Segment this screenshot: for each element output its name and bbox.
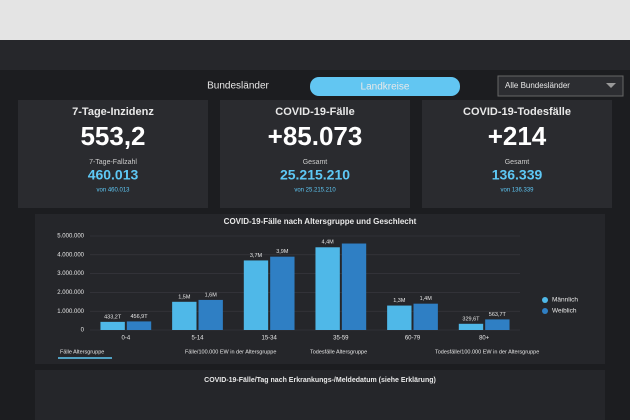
view-tab[interactable]: Todesfälle/100.000 EW in der Altersgrupp… xyxy=(435,349,539,355)
value-label: 1,3M xyxy=(393,298,406,304)
y-tick-label: 0 xyxy=(81,328,85,334)
next-panel xyxy=(35,370,605,420)
card xyxy=(18,100,208,208)
tab[interactable]: Bundesländer xyxy=(207,81,269,92)
bar xyxy=(341,243,367,330)
x-tick-label: 60-79 xyxy=(405,336,421,342)
bar xyxy=(485,319,510,330)
value-label: 3,7M xyxy=(250,253,263,259)
card-sub-note: von 460.013 xyxy=(96,188,130,194)
card xyxy=(422,100,612,208)
card-value: 553,2 xyxy=(80,121,145,151)
bar xyxy=(100,321,125,330)
value-label: 329,6T xyxy=(462,316,480,322)
card-sub-value: 136.339 xyxy=(492,167,543,183)
dropdown-arrow xyxy=(606,83,616,88)
bar xyxy=(458,323,484,330)
card-value: +85.073 xyxy=(268,121,363,151)
value-label: 433,2T xyxy=(104,314,122,320)
header-bar xyxy=(0,40,630,70)
card-title: 7-Tage-Inzidenz xyxy=(72,106,154,118)
x-tick-label: 5-14 xyxy=(191,336,204,342)
value-label: 1,6M xyxy=(205,292,218,298)
value-label: 1,4M xyxy=(420,296,433,302)
value-label: 4,4M xyxy=(322,240,335,246)
view-tab[interactable]: Fälle/100.000 EW in der Altersgruppe xyxy=(185,349,276,355)
x-tick-label: 35-59 xyxy=(333,336,349,342)
view-tab[interactable]: Fälle Altersgruppe xyxy=(60,349,104,355)
browser-bar xyxy=(0,0,630,40)
card-sub-label: Gesamt xyxy=(303,159,328,166)
tab-active-bg[interactable] xyxy=(310,77,460,96)
bar xyxy=(243,260,269,330)
card-title: COVID-19-Todesfälle xyxy=(463,106,571,118)
value-label: 3,9M xyxy=(276,249,289,255)
y-tick-label: 5.000.000 xyxy=(57,234,84,240)
legend-label: Männlich xyxy=(552,297,578,304)
card-value: +214 xyxy=(488,121,547,151)
tab-active[interactable]: Landkreise xyxy=(361,82,410,93)
y-tick-label: 1.000.000 xyxy=(57,309,84,315)
y-tick-label: 4.000.000 xyxy=(57,252,84,258)
y-tick-label: 2.000.000 xyxy=(57,290,84,296)
bar xyxy=(315,247,340,330)
card-title: COVID-19-Fälle xyxy=(275,106,354,118)
card-sub-label: Gesamt xyxy=(505,159,530,166)
next-section-title: COVID-19-Fälle/Tag nach Erkrankungs-/Mel… xyxy=(204,377,436,384)
dropdown-label[interactable]: Alle Bundesländer xyxy=(505,81,570,90)
card-sub-note: von 136.339 xyxy=(500,188,534,194)
dropdown[interactable] xyxy=(497,75,624,97)
value-label: 456,9T xyxy=(130,314,148,320)
bar xyxy=(387,305,412,330)
x-tick-label: 0-4 xyxy=(121,336,130,342)
card-sub-value: 25.215.210 xyxy=(280,167,350,183)
bar xyxy=(172,301,197,330)
legend-swatch xyxy=(542,297,548,303)
bar xyxy=(198,299,223,330)
value-label: 563,7T xyxy=(489,312,507,318)
y-tick-label: 3.000.000 xyxy=(57,271,84,277)
bar xyxy=(126,321,152,330)
view-tab[interactable]: Todesfälle Altersgruppe xyxy=(310,349,367,355)
card xyxy=(220,100,410,208)
bar xyxy=(270,256,295,330)
bar xyxy=(413,303,438,330)
card-sub-label: 7-Tage-Fallzahl xyxy=(89,159,137,166)
x-tick-label: 15-34 xyxy=(261,336,277,342)
x-tick-label: 80+ xyxy=(479,336,490,342)
value-label: 1,5M xyxy=(178,294,191,300)
card-sub-value: 460.013 xyxy=(88,167,139,183)
legend-label: Weiblich xyxy=(552,308,577,315)
chart-title: COVID-19-Fälle nach Altersgruppe und Ges… xyxy=(224,217,417,226)
card-sub-note: von 25.215.210 xyxy=(294,188,336,194)
legend-swatch xyxy=(542,308,548,314)
